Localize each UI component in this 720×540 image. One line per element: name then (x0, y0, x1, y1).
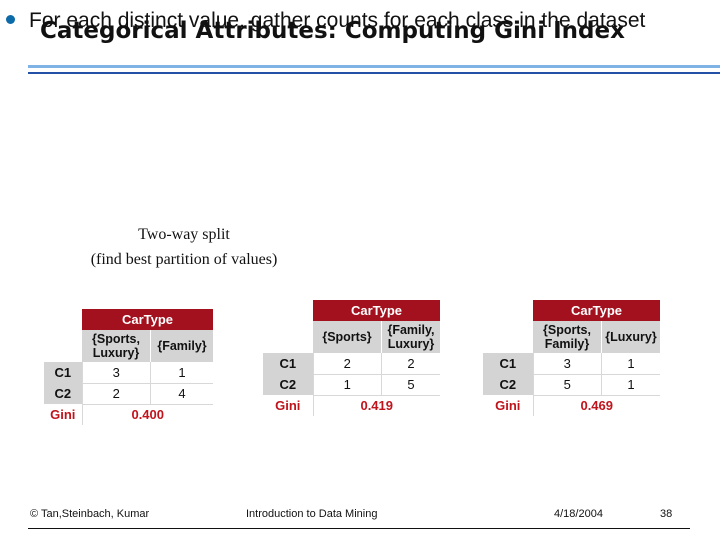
gini-label: Gini (483, 395, 533, 416)
slide-title: Categorical Attributes: Computing Gini I… (40, 18, 625, 44)
count-cell: 1 (601, 374, 660, 396)
footer-course: Introduction to Data Mining (246, 508, 378, 520)
count-cell: 1 (312, 374, 382, 396)
class-label: C1 (483, 353, 533, 374)
footer-copyright: © Tan,Steinbach, Kumar (30, 508, 150, 520)
gini-table-3: CarType {Sports, Family} {Luxury} C1 3 1… (483, 300, 660, 416)
title-rule-dark (28, 72, 720, 74)
gini-value: 0.469 (532, 395, 660, 416)
class-label: C2 (44, 383, 82, 404)
partition-header: {Family, Luxury} (381, 321, 440, 353)
gini-label: Gini (44, 404, 82, 425)
attribute-header: CarType (533, 300, 660, 321)
count-cell: 1 (150, 362, 213, 384)
gini-table-2: CarType {Sports} {Family, Luxury} C1 2 2… (263, 300, 440, 416)
attribute-header: CarType (313, 300, 440, 321)
class-label: C2 (263, 374, 313, 395)
count-cell: 2 (81, 383, 151, 405)
class-label: C1 (263, 353, 313, 374)
partition-header: {Family} (150, 330, 213, 362)
gini-label: Gini (263, 395, 313, 416)
count-cell: 5 (532, 374, 602, 396)
class-label: C1 (44, 362, 82, 383)
footer-page-number: 38 (660, 508, 673, 520)
partition-header: {Sports} (313, 321, 382, 353)
count-cell: 2 (312, 353, 382, 375)
count-cell: 3 (532, 353, 602, 375)
footer-rule (28, 528, 690, 529)
count-cell: 4 (150, 383, 213, 405)
split-caption-line2: (find best partition of values) (90, 251, 278, 268)
title-rule-light (28, 65, 720, 68)
footer-date: 4/18/2004 (554, 508, 603, 520)
partition-header: {Sports, Luxury} (82, 330, 151, 362)
count-cell: 1 (601, 353, 660, 375)
split-caption: Two-way split (find best partition of va… (66, 222, 302, 272)
partition-header: {Sports, Family} (533, 321, 602, 353)
partition-header: {Luxury} (601, 321, 660, 353)
count-cell: 5 (381, 374, 440, 396)
split-caption-line1: Two-way split (138, 226, 230, 243)
count-cell: 2 (381, 353, 440, 375)
gini-table-1: CarType {Sports, Luxury} {Family} C1 3 1… (44, 309, 213, 425)
gini-value: 0.400 (81, 404, 213, 425)
bullet-dot-icon (6, 15, 15, 24)
attribute-header: CarType (82, 309, 213, 330)
class-label: C2 (483, 374, 533, 395)
count-cell: 3 (81, 362, 151, 384)
gini-value: 0.419 (312, 395, 440, 416)
